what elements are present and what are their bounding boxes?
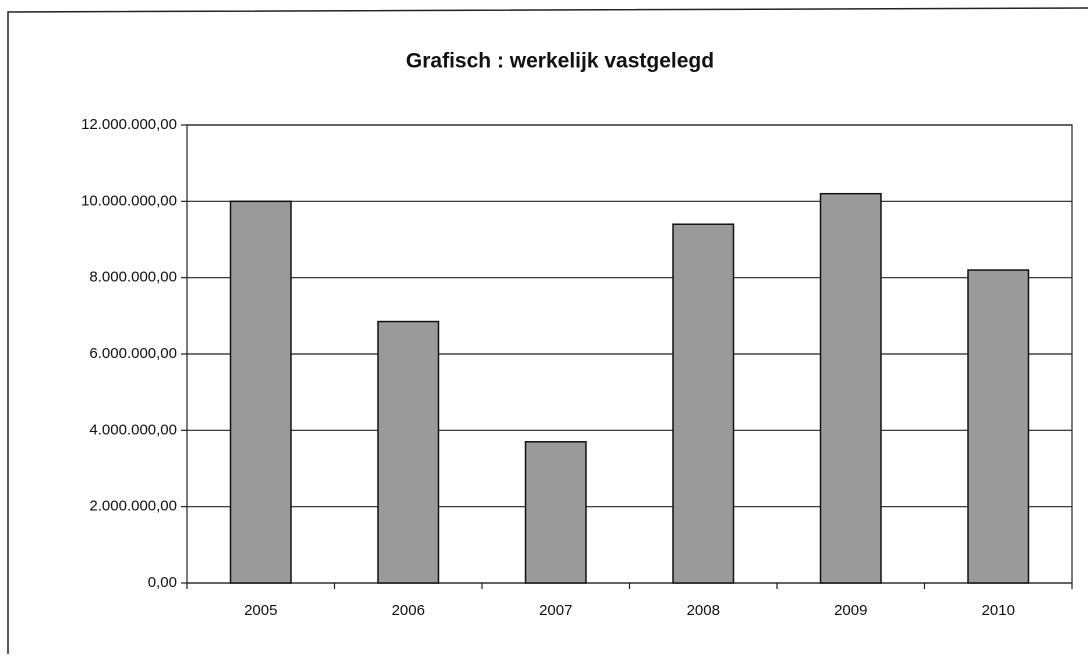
y-tick-label: 12.000.000,00 (81, 116, 177, 133)
frame (7, 7, 1088, 654)
bar (672, 223, 735, 584)
y-tick-label: 10.000.000,00 (81, 192, 177, 209)
x-tick-label: 2008 (687, 602, 720, 619)
y-tick-label: 0,00 (148, 574, 177, 591)
x-tick-label: 2007 (539, 602, 572, 619)
chart-title: Grafisch : werkelijk vastgelegd (406, 50, 714, 73)
x-tick-label: 2009 (834, 602, 867, 619)
bar (819, 192, 882, 584)
bar (377, 320, 440, 584)
x-tick-label: 2006 (392, 602, 425, 619)
y-tick-label: 8.000.000,00 (89, 269, 177, 286)
y-tick-label: 6.000.000,00 (89, 345, 177, 362)
bar (229, 200, 292, 584)
y-tick-label: 2.000.000,00 (89, 498, 177, 515)
y-tick-label: 4.000.000,00 (89, 421, 177, 438)
x-tick-label: 2010 (982, 602, 1015, 619)
bar (524, 441, 587, 584)
x-tick-label: 2005 (244, 602, 277, 619)
bar (967, 269, 1030, 584)
